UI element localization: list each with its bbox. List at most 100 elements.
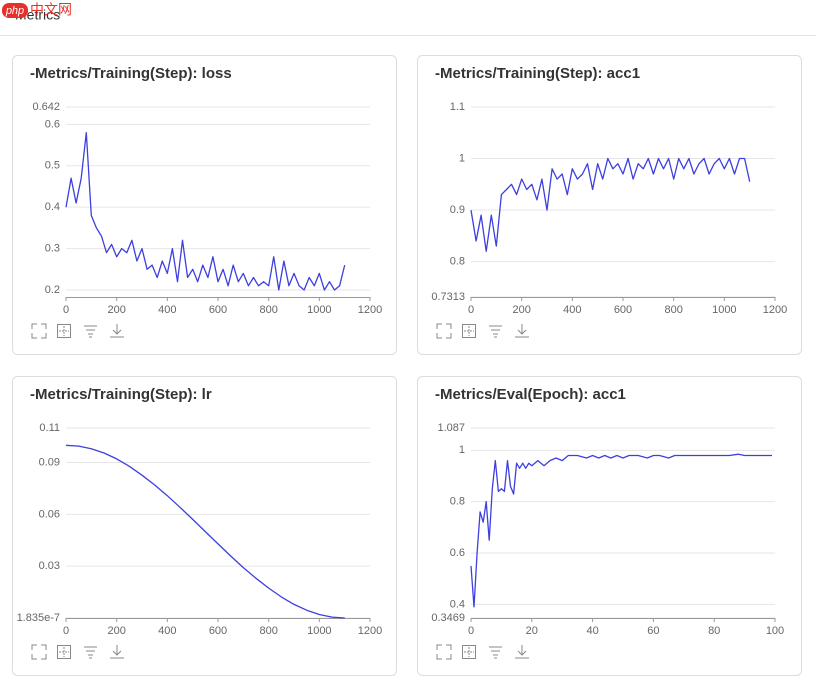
card-frame <box>417 376 802 676</box>
download-icon[interactable] <box>515 324 529 338</box>
x-tick-label: 600 <box>209 304 227 316</box>
icon-shape <box>84 325 97 338</box>
y-tick-label: 0.9 <box>450 204 465 216</box>
y-tick-label: 0.8 <box>450 496 465 508</box>
expand-icon[interactable] <box>436 323 452 339</box>
x-tick-label: 200 <box>107 304 125 316</box>
x-tick-label: 20 <box>526 625 538 637</box>
icon-shape <box>110 324 124 338</box>
x-tick-label: 0 <box>63 625 69 637</box>
expand-icon[interactable] <box>436 644 452 660</box>
chart-title: -Metrics/Eval(Epoch): acc1 <box>435 386 626 403</box>
y-tick-label: 0.8 <box>450 256 465 268</box>
y-tick-label: 0.7313 <box>431 291 465 303</box>
y-tick-label: 0.4 <box>450 598 465 610</box>
x-tick-label: 40 <box>586 625 598 637</box>
filter-icon[interactable] <box>84 646 97 659</box>
download-icon[interactable] <box>110 324 124 338</box>
chart-card: -Metrics/Training(Step): loss 0.2 0.3 0.4 0.… <box>12 55 397 355</box>
line-series <box>65 444 345 619</box>
x-tick-label: 1200 <box>358 625 382 637</box>
x-tick-label: 600 <box>614 304 632 316</box>
line-series <box>470 157 751 252</box>
x-tick-label: 200 <box>512 304 530 316</box>
card-frame <box>417 55 802 355</box>
icon-shape <box>59 647 69 657</box>
expand-icon[interactable] <box>31 323 47 339</box>
x-tick-label: 1200 <box>358 304 382 316</box>
y-tick-label: 0.06 <box>39 508 60 520</box>
y-tick-label: 1.835e-7 <box>17 612 60 624</box>
y-tick-label: 0.03 <box>39 560 60 572</box>
filter-icon[interactable] <box>84 325 97 338</box>
fit-icon[interactable] <box>57 645 71 659</box>
y-tick-label: 0.4 <box>45 201 60 213</box>
filter-icon[interactable] <box>489 325 502 338</box>
chart-card: -Metrics/Eval(Epoch): acc1 0.3469 0.4 0.6 0.… <box>417 376 802 676</box>
line-series <box>470 453 772 608</box>
icon-shape <box>436 323 452 339</box>
icon-shape <box>110 645 124 659</box>
chart-title: -Metrics/Training(Step): lr <box>30 386 212 403</box>
icon-shape <box>436 644 452 660</box>
x-tick-label: 100 <box>766 625 784 637</box>
line-series <box>65 132 346 291</box>
y-tick-label: 0.5 <box>45 160 60 172</box>
fit-icon[interactable] <box>57 324 71 338</box>
expand-icon[interactable] <box>31 644 47 660</box>
download-icon[interactable] <box>110 645 124 659</box>
fit-icon[interactable] <box>462 324 476 338</box>
icon-shape <box>464 647 474 657</box>
y-tick-label: 1.1 <box>450 101 465 113</box>
x-tick-label: 400 <box>158 304 176 316</box>
x-tick-label: 800 <box>259 304 277 316</box>
y-tick-label: 0.642 <box>32 101 60 113</box>
icon-shape <box>464 326 474 336</box>
chart-card: -Metrics/Training(Step): acc1 0.7313 0.8 0.… <box>417 55 802 355</box>
x-tick-label: 60 <box>647 625 659 637</box>
x-tick-label: 800 <box>259 625 277 637</box>
watermark-logo: php <box>5 5 24 17</box>
icon-shape <box>489 646 502 659</box>
icon-shape <box>515 645 529 659</box>
x-tick-label: 1000 <box>307 625 331 637</box>
x-tick-label: 1200 <box>763 304 787 316</box>
icon-shape <box>489 325 502 338</box>
chart-card: -Metrics/Training(Step): lr 1.835e-7 0.03 0… <box>12 376 397 676</box>
x-tick-label: 0 <box>468 304 474 316</box>
x-tick-label: 600 <box>209 625 227 637</box>
download-icon[interactable] <box>515 645 529 659</box>
y-tick-label: 0.11 <box>39 422 60 434</box>
x-tick-label: 800 <box>664 304 682 316</box>
chart-title: -Metrics/Training(Step): loss <box>30 65 232 82</box>
watermark-badge <box>2 3 28 18</box>
y-tick-label: 1 <box>459 152 465 164</box>
x-tick-label: 200 <box>107 625 125 637</box>
icon-shape <box>31 323 47 339</box>
icon-shape <box>31 644 47 660</box>
x-tick-label: 1000 <box>712 304 736 316</box>
card-frame <box>12 376 397 676</box>
icon-shape <box>59 326 69 336</box>
fit-icon[interactable] <box>462 645 476 659</box>
icon-shape <box>57 645 71 659</box>
x-tick-label: 400 <box>563 304 581 316</box>
y-tick-label: 0.09 <box>39 456 60 468</box>
card-frame <box>12 55 397 355</box>
y-tick-label: 0.3469 <box>431 612 465 624</box>
filter-icon[interactable] <box>489 646 502 659</box>
y-tick-label: 1 <box>459 444 465 456</box>
y-tick-label: 0.6 <box>45 118 60 130</box>
icon-shape <box>462 645 476 659</box>
icon-shape <box>84 646 97 659</box>
y-tick-label: 1.087 <box>437 422 465 434</box>
chart-title: -Metrics/Training(Step): acc1 <box>435 65 640 82</box>
y-tick-label: 0.6 <box>450 547 465 559</box>
icon-shape <box>515 324 529 338</box>
x-tick-label: 0 <box>63 304 69 316</box>
y-tick-label: 0.2 <box>45 284 60 296</box>
icon-shape <box>57 324 71 338</box>
icon-shape <box>462 324 476 338</box>
x-tick-label: 0 <box>468 625 474 637</box>
